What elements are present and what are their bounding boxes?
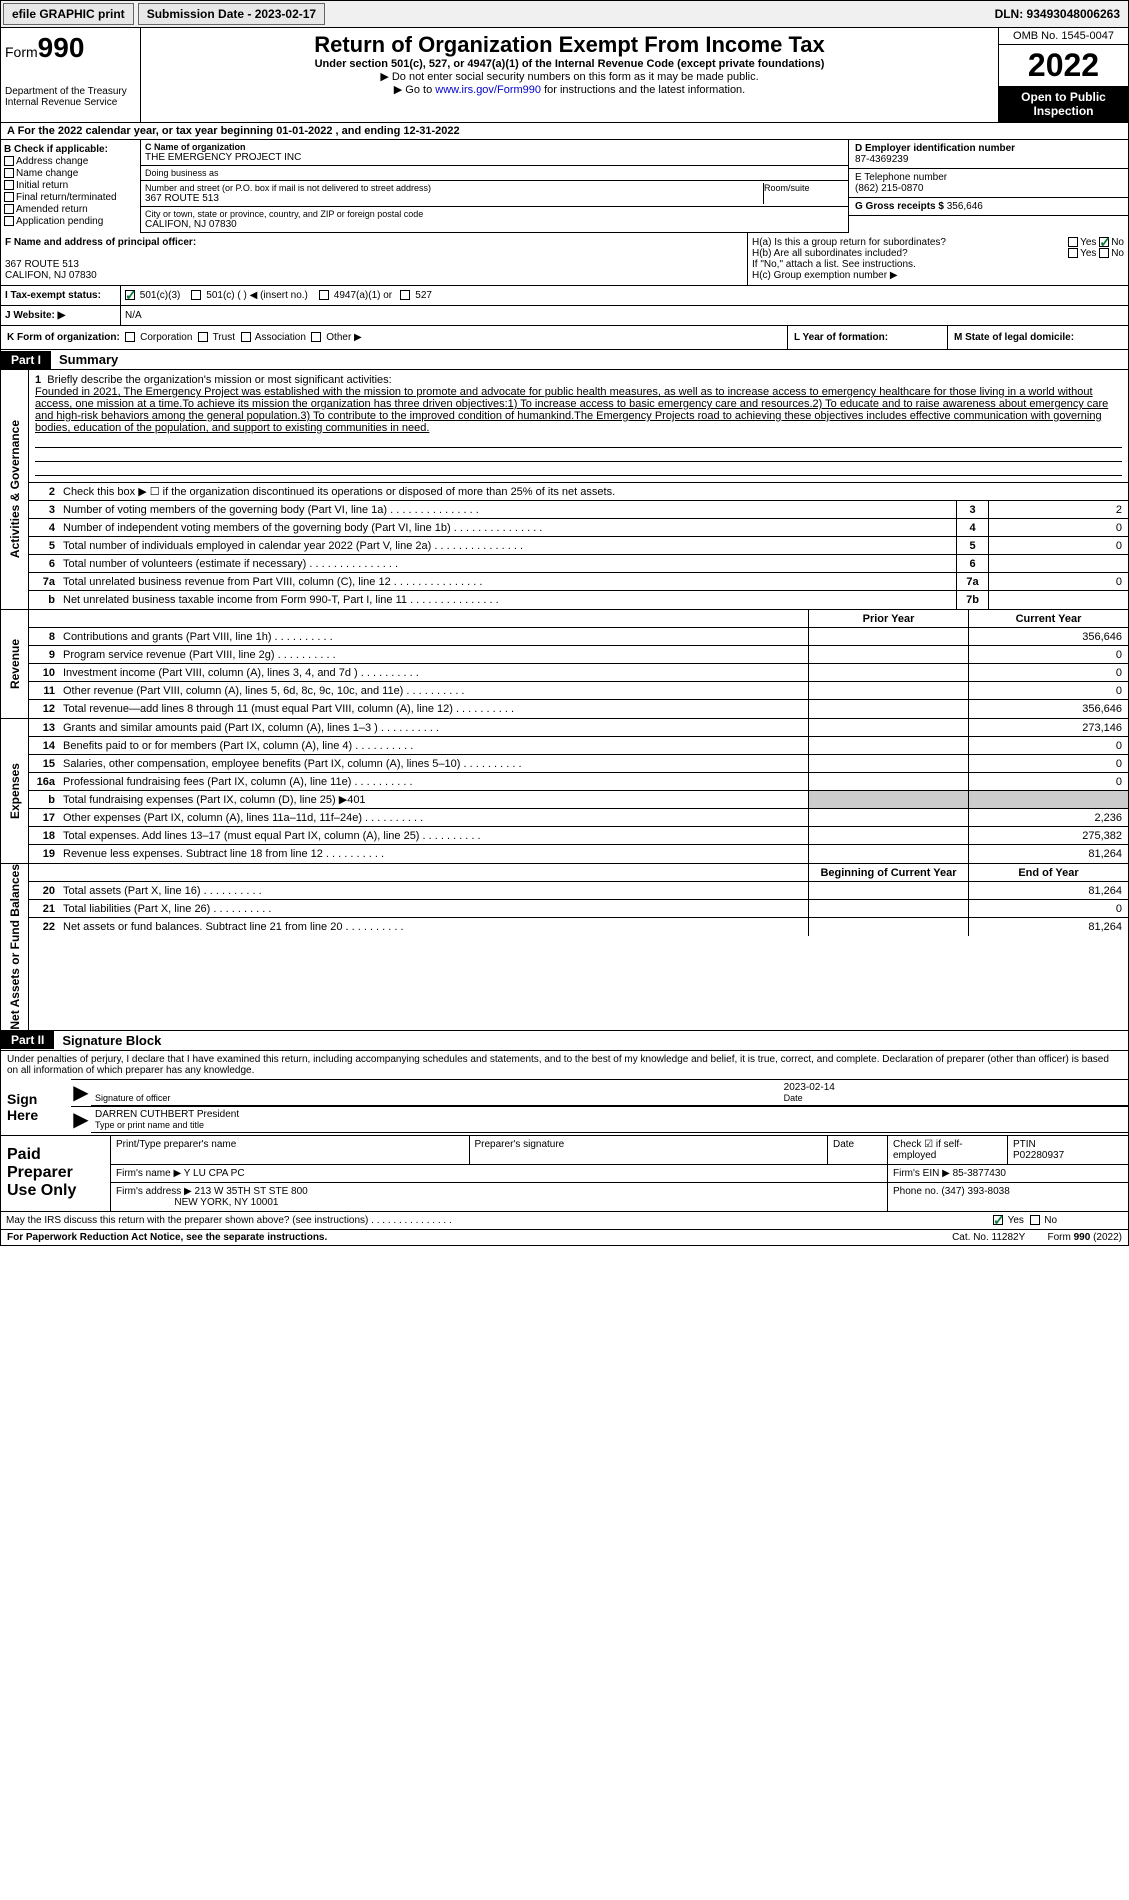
revenue-line: 11Other revenue (Part VIII, column (A), … [29, 682, 1128, 700]
row-a-period: A For the 2022 calendar year, or tax yea… [0, 123, 1129, 140]
firm-addr2: NEW YORK, NY 10001 [174, 1197, 278, 1208]
expense-line: 14Benefits paid to or for members (Part … [29, 737, 1128, 755]
part2-header: Part II Signature Block [0, 1031, 1129, 1051]
form-ref: Form 990 (2022) [1048, 1232, 1122, 1243]
top-bar: efile GRAPHIC print Submission Date - 20… [0, 0, 1129, 28]
officer-name: DARREN CUTHBERT President [95, 1109, 1124, 1120]
korg-row: K Form of organization: Corporation Trus… [0, 326, 1129, 350]
form-prefix: Form [5, 44, 38, 60]
officer-addr1: 367 ROUTE 513 [5, 259, 743, 270]
form-subtitle: Under section 501(c), 527, or 4947(a)(1)… [145, 58, 994, 70]
expense-line: 16aProfessional fundraising fees (Part I… [29, 773, 1128, 791]
ptin: P02280937 [1013, 1150, 1064, 1161]
expenses-label: Expenses [8, 763, 22, 819]
firm-name: Y LU CPA PC [184, 1168, 245, 1179]
ein: 87-4369239 [855, 154, 1122, 165]
tax-year: 2022 [999, 45, 1128, 86]
form-header: Form990 Department of the Treasury Inter… [0, 28, 1129, 123]
signature-block: Under penalties of perjury, I declare th… [0, 1051, 1129, 1230]
expense-line: 17Other expenses (Part IX, column (A), l… [29, 809, 1128, 827]
part1-header: Part I Summary [0, 350, 1129, 370]
summary-line: 5Total number of individuals employed in… [29, 537, 1128, 555]
street-address: 367 ROUTE 513 [145, 193, 763, 204]
footer: For Paperwork Reduction Act Notice, see … [0, 1230, 1129, 1246]
col-d-ein-tel: D Employer identification number 87-4369… [848, 140, 1128, 233]
form-title: Return of Organization Exempt From Incom… [145, 32, 994, 58]
firm-ein: 85-3877430 [953, 1168, 1006, 1179]
form-number: 990 [38, 32, 85, 63]
dln: DLN: 93493048006263 [987, 4, 1128, 24]
website-row: J Website: ▶ N/A [0, 306, 1129, 326]
revenue-label: Revenue [8, 639, 22, 689]
gross-receipts: 356,646 [947, 201, 983, 212]
pra-notice: For Paperwork Reduction Act Notice, see … [7, 1232, 327, 1243]
revenue-line: 8Contributions and grants (Part VIII, li… [29, 628, 1128, 646]
irs-link[interactable]: www.irs.gov/Form990 [435, 84, 541, 96]
expense-line: bTotal fundraising expenses (Part IX, co… [29, 791, 1128, 809]
activities-section: Activities & Governance 1 Briefly descri… [0, 370, 1129, 610]
note-ssn: ▶ Do not enter social security numbers o… [145, 70, 994, 83]
city-state-zip: CALIFON, NJ 07830 [145, 219, 844, 230]
net-assets-label: Net Assets or Fund Balances [8, 864, 22, 1030]
submission-date: Submission Date - 2023-02-17 [138, 3, 325, 25]
col-c-name-addr: C Name of organization THE EMERGENCY PRO… [141, 140, 848, 233]
firm-addr1: 213 W 35TH ST STE 800 [195, 1186, 308, 1197]
cat-no: Cat. No. 11282Y [952, 1232, 1025, 1243]
revenue-line: 10Investment income (Part VIII, column (… [29, 664, 1128, 682]
efile-label: efile GRAPHIC print [3, 3, 134, 25]
mission-text: Founded in 2021, The Emergency Project w… [35, 386, 1108, 434]
note-link-row: ▶ Go to www.irs.gov/Form990 for instruct… [145, 83, 994, 96]
telephone: (862) 215-0870 [855, 183, 1122, 194]
officer-addr2: CALIFON, NJ 07830 [5, 270, 743, 281]
revenue-section: Revenue Prior Year Current Year 8Contrib… [0, 610, 1129, 719]
revenue-line: 9Program service revenue (Part VIII, lin… [29, 646, 1128, 664]
summary-line: 6Total number of volunteers (estimate if… [29, 555, 1128, 573]
sign-here-label: Sign Here [1, 1079, 71, 1135]
summary-line: bNet unrelated business taxable income f… [29, 591, 1128, 609]
net-line: 21Total liabilities (Part X, line 26)0 [29, 900, 1128, 918]
summary-line: 7aTotal unrelated business revenue from … [29, 573, 1128, 591]
sig-date: 2023-02-14 [784, 1082, 1124, 1093]
revenue-line: 12Total revenue—add lines 8 through 11 (… [29, 700, 1128, 718]
irs-label: Internal Revenue Service [5, 97, 136, 108]
tax-exempt-row: I Tax-exempt status: 501(c)(3) 501(c) ( … [0, 286, 1129, 306]
entity-grid: B Check if applicable: Address change Na… [0, 140, 1129, 233]
expenses-section: Expenses 13Grants and similar amounts pa… [0, 719, 1129, 864]
expense-line: 15Salaries, other compensation, employee… [29, 755, 1128, 773]
website-value: N/A [121, 306, 1128, 325]
activities-label: Activities & Governance [8, 420, 22, 558]
net-line: 22Net assets or fund balances. Subtract … [29, 918, 1128, 936]
expense-line: 19Revenue less expenses. Subtract line 1… [29, 845, 1128, 863]
net-line: 20Total assets (Part X, line 16)81,264 [29, 882, 1128, 900]
open-inspection: Open to Public Inspection [999, 86, 1128, 122]
dept-label: Department of the Treasury [5, 86, 136, 97]
org-name: THE EMERGENCY PROJECT INC [145, 152, 844, 163]
net-assets-section: Net Assets or Fund Balances Beginning of… [0, 864, 1129, 1031]
declaration-text: Under penalties of perjury, I declare th… [1, 1051, 1128, 1079]
paid-preparer-label: Paid Preparer Use Only [1, 1136, 111, 1211]
omb-number: OMB No. 1545-0047 [999, 28, 1128, 45]
summary-line: 3Number of voting members of the governi… [29, 501, 1128, 519]
firm-phone: (347) 393-8038 [941, 1186, 1009, 1197]
summary-line: 4Number of independent voting members of… [29, 519, 1128, 537]
col-b-checkboxes: B Check if applicable: Address change Na… [1, 140, 141, 233]
expense-line: 18Total expenses. Add lines 13–17 (must … [29, 827, 1128, 845]
expense-line: 13Grants and similar amounts paid (Part … [29, 719, 1128, 737]
